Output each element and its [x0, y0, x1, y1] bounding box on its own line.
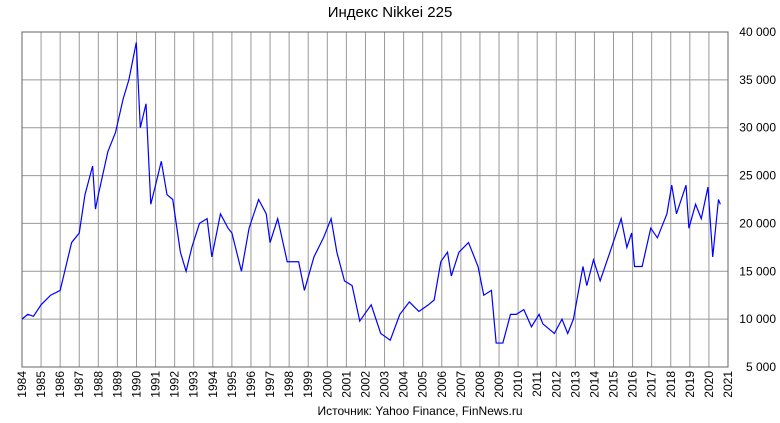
y-tick-label: 35 000: [739, 73, 776, 87]
x-tick-label: 1996: [244, 371, 258, 398]
x-tick-label: 1987: [72, 371, 86, 398]
y-tick-label: 25 000: [739, 169, 776, 183]
chart-title: Индекс Nikkei 225: [328, 4, 453, 21]
x-tick-label: 1997: [263, 371, 277, 398]
x-tick-label: 2005: [416, 371, 430, 398]
x-tick-label: 2009: [492, 371, 506, 398]
source-note: Источник: Yahoo Finance, FinNews.ru: [317, 404, 522, 418]
plot-frame: [21, 31, 729, 368]
x-tick-label: 1992: [168, 371, 182, 398]
data-line: [21, 42, 721, 344]
y-tick-label: 30 000: [739, 121, 776, 135]
x-tick-label: 1984: [15, 371, 29, 398]
y-tick-label: 5 000: [746, 360, 776, 374]
x-tick-label: 2020: [702, 371, 716, 398]
x-tick-label: 2002: [358, 371, 372, 398]
y-tick-label: 40 000: [739, 25, 776, 39]
x-tick-label: 1994: [206, 371, 220, 398]
x-tick-label: 2021: [721, 371, 735, 398]
x-tick-label: 1990: [129, 371, 143, 398]
x-tick-label: 2010: [511, 371, 525, 398]
x-tick-label: 2016: [626, 371, 640, 398]
x-tick-label: 2019: [683, 371, 697, 398]
x-tick-label: 2000: [320, 371, 334, 398]
x-tick-label: 1999: [301, 371, 315, 398]
x-tick-label: 2017: [645, 371, 659, 398]
x-tick-label: 1988: [91, 371, 105, 398]
x-tick-label: 1991: [149, 371, 163, 398]
x-tick-label: 2014: [587, 371, 601, 398]
x-tick-label: 2018: [664, 371, 678, 398]
x-tick-label: 2011: [530, 371, 544, 397]
x-tick-label: 1989: [110, 371, 124, 398]
x-tick-label: 2006: [435, 371, 449, 398]
y-tick-label: 10 000: [739, 312, 776, 326]
y-tick-label: 15 000: [739, 264, 776, 278]
x-tick-label: 2008: [473, 371, 487, 398]
x-tick-label: 1986: [53, 371, 67, 398]
x-tick-label: 2003: [378, 371, 392, 398]
x-tick-label: 1993: [187, 371, 201, 398]
y-tick-label: 20 000: [739, 216, 776, 230]
x-tick-label: 2007: [454, 371, 468, 398]
x-tick-label: 2001: [339, 371, 353, 398]
x-tick-label: 1998: [282, 371, 296, 398]
x-tick-label: 2004: [397, 371, 411, 398]
x-tick-label: 2013: [568, 371, 582, 398]
x-tick-label: 2015: [607, 371, 621, 398]
x-tick-label: 1985: [34, 371, 48, 398]
x-tick-label: 2012: [549, 371, 563, 398]
x-tick-label: 1995: [225, 371, 239, 398]
